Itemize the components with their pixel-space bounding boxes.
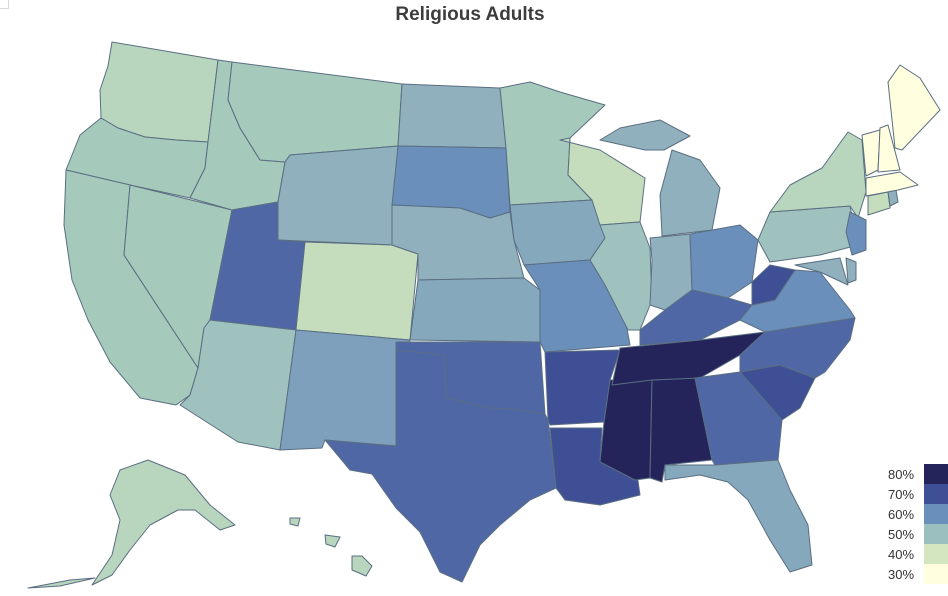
legend-item-30: 30% [888, 564, 948, 584]
legend-label-50: 50% [888, 527, 915, 542]
color-legend: 80% 70% 60% 50% 40% 30% [888, 464, 948, 584]
state-florida[interactable] [664, 459, 813, 573]
state-delaware[interactable] [845, 257, 857, 284]
state-new-hampshire[interactable] [877, 124, 901, 173]
state-nebraska[interactable] [391, 204, 525, 281]
state-mississippi[interactable] [599, 379, 653, 481]
state-new-jersey[interactable] [845, 211, 867, 256]
state-louisiana[interactable] [549, 427, 641, 506]
legend-swatch-60 [924, 504, 948, 524]
map-title: Religious Adults [395, 4, 545, 25]
legend-swatch-50 [924, 524, 948, 544]
state-montana[interactable] [227, 61, 403, 163]
state-massachusetts[interactable] [865, 171, 919, 197]
state-washington[interactable] [99, 41, 219, 143]
legend-swatch-30 [924, 564, 948, 584]
state-new-york[interactable] [769, 131, 867, 219]
state-maine[interactable] [887, 64, 941, 151]
legend-item-70: 70% [888, 484, 948, 504]
state-hawaii-big-island[interactable] [351, 555, 373, 577]
state-alaska[interactable] [91, 459, 236, 586]
state-kansas[interactable] [409, 277, 541, 343]
legend-item-40: 40% [888, 544, 948, 564]
state-colorado[interactable] [295, 241, 419, 341]
state-new-mexico[interactable] [279, 329, 411, 451]
state-tennessee[interactable] [611, 331, 766, 386]
legend-item-60: 60% [888, 504, 948, 524]
legend-label-40: 40% [888, 547, 915, 562]
legend-swatch-80 [924, 464, 948, 484]
state-west-virginia[interactable] [751, 264, 796, 306]
state-texas[interactable] [324, 349, 557, 583]
legend-label-30: 30% [888, 567, 915, 582]
state-wyoming[interactable] [277, 145, 399, 246]
state-maryland[interactable] [794, 257, 849, 286]
legend-swatch-70 [924, 484, 948, 504]
legend-label-70: 70% [888, 487, 915, 502]
legend-label-80: 80% [888, 467, 915, 482]
state-north-dakota[interactable] [397, 83, 507, 149]
state-hawaii-maui[interactable] [324, 534, 341, 548]
state-alaska-islands[interactable] [27, 577, 96, 589]
window-corner-mark [0, 0, 9, 9]
legend-item-50: 50% [888, 524, 948, 544]
state-michigan-upper[interactable] [599, 119, 691, 151]
state-michigan[interactable] [659, 149, 721, 237]
legend-swatch-40 [924, 544, 948, 564]
state-iowa[interactable] [509, 199, 606, 266]
state-pennsylvania[interactable] [757, 205, 859, 263]
state-illinois[interactable] [589, 221, 653, 331]
legend-item-80: 80% [888, 464, 948, 484]
legend-label-60: 60% [888, 507, 915, 522]
state-hawaii-oahu[interactable] [289, 517, 301, 527]
state-rhode-island[interactable] [887, 189, 899, 207]
state-ohio[interactable] [689, 224, 759, 299]
